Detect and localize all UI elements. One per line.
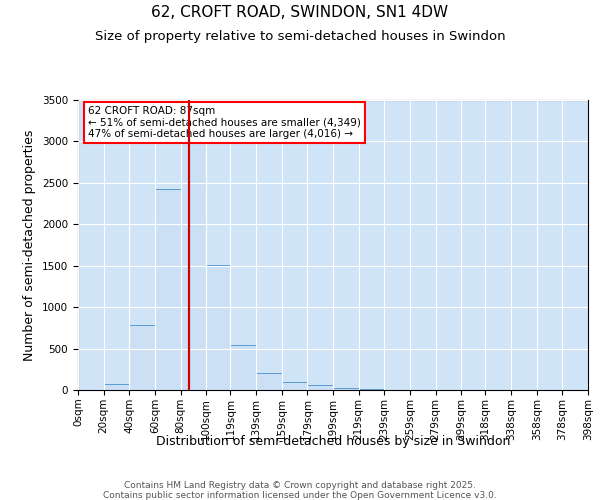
Bar <box>256 374 282 390</box>
Bar <box>230 346 256 390</box>
Bar <box>307 386 333 390</box>
Bar <box>256 374 282 390</box>
Bar <box>181 120 206 390</box>
Bar <box>104 384 129 390</box>
Bar <box>333 388 359 390</box>
Bar <box>155 190 181 390</box>
Bar <box>206 265 230 390</box>
Bar <box>282 382 307 390</box>
Bar <box>359 389 384 390</box>
Text: 62, CROFT ROAD, SWINDON, SN1 4DW: 62, CROFT ROAD, SWINDON, SN1 4DW <box>151 5 449 20</box>
Text: 62 CROFT ROAD: 87sqm
← 51% of semi-detached houses are smaller (4,349)
47% of se: 62 CROFT ROAD: 87sqm ← 51% of semi-detac… <box>88 106 361 139</box>
Text: Distribution of semi-detached houses by size in Swindon: Distribution of semi-detached houses by … <box>156 435 510 448</box>
Bar <box>104 384 129 390</box>
Bar <box>206 265 230 390</box>
Text: Size of property relative to semi-detached houses in Swindon: Size of property relative to semi-detach… <box>95 30 505 43</box>
Text: Contains HM Land Registry data © Crown copyright and database right 2025.
Contai: Contains HM Land Registry data © Crown c… <box>103 480 497 500</box>
Bar <box>230 346 256 390</box>
Bar <box>359 389 384 390</box>
Bar <box>155 190 181 390</box>
Bar <box>282 382 307 390</box>
Bar <box>129 326 155 390</box>
Y-axis label: Number of semi-detached properties: Number of semi-detached properties <box>23 130 37 360</box>
Bar <box>333 388 359 390</box>
Bar <box>307 386 333 390</box>
Bar <box>181 120 206 390</box>
Bar <box>129 326 155 390</box>
